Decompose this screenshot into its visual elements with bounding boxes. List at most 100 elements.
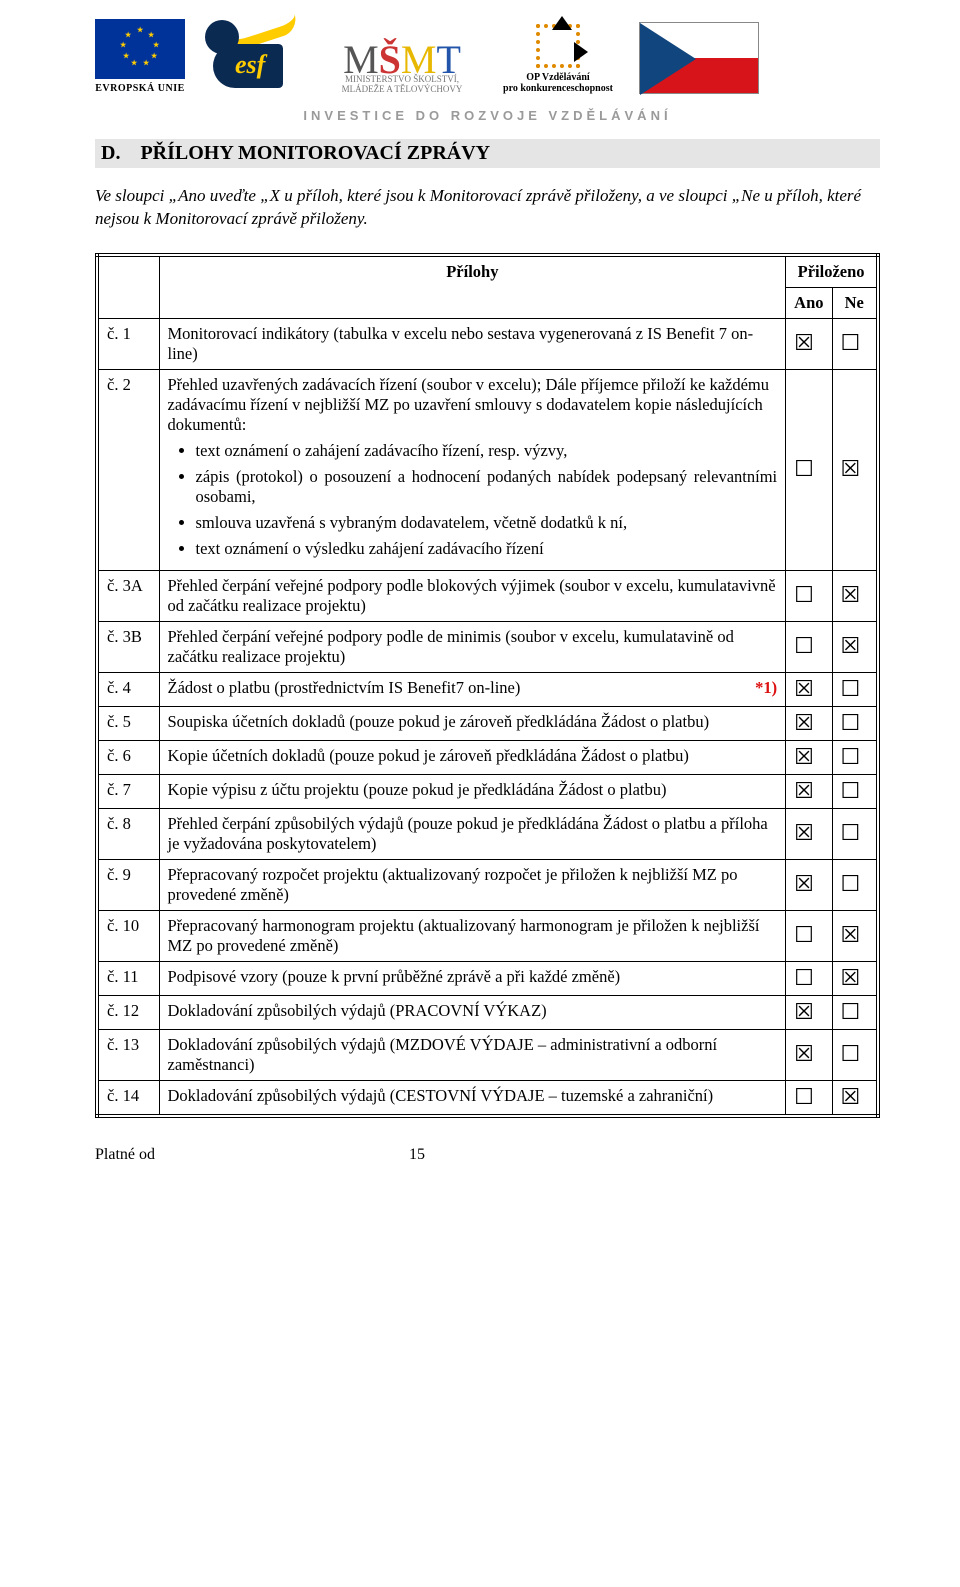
row-description: Žádost o platbu (prostřednictvím IS Bene… xyxy=(159,672,786,706)
checkbox-ano[interactable]: ☒ xyxy=(786,774,832,808)
row-number: č. 10 xyxy=(97,910,159,961)
row-description: Přehled čerpání veřejné podpory podle bl… xyxy=(159,570,786,621)
table-row: č. 9Přepracovaný rozpočet projektu (aktu… xyxy=(97,859,878,910)
row-bullet: text oznámení o zahájení zadávacího říze… xyxy=(196,441,778,461)
footer-left: Platné od xyxy=(95,1146,155,1163)
row-desc-pre: Přehled uzavřených zadávacích řízení (so… xyxy=(168,375,778,435)
table-row: č. 1Monitorovací indikátory (tabulka v e… xyxy=(97,318,878,369)
logo-msmt: MŠMT MINISTERSTVO ŠKOLSTVÍ, MLÁDEŽE A TĚ… xyxy=(327,46,477,94)
row-description: Přepracovaný rozpočet projektu (aktualiz… xyxy=(159,859,786,910)
checkbox-unchecked-icon: ☐ xyxy=(794,635,814,657)
checkbox-ano[interactable]: ☒ xyxy=(786,808,832,859)
row-number: č. 6 xyxy=(97,740,159,774)
section-heading: D. PŘÍLOHY MONITOROVACÍ ZPRÁVY xyxy=(95,139,880,168)
checkbox-ano[interactable]: ☒ xyxy=(786,1029,832,1080)
table-row: č. 2Přehled uzavřených zadávacích řízení… xyxy=(97,369,878,570)
row-description: Kopie účetních dokladů (pouze pokud je z… xyxy=(159,740,786,774)
checkbox-ne[interactable]: ☒ xyxy=(832,1080,878,1116)
checkbox-unchecked-icon: ☐ xyxy=(841,1043,861,1065)
checkbox-ne[interactable]: ☒ xyxy=(832,961,878,995)
checkbox-ano[interactable]: ☐ xyxy=(786,621,832,672)
checkbox-ano[interactable]: ☐ xyxy=(786,369,832,570)
row-number: č. 3A xyxy=(97,570,159,621)
checkbox-ne[interactable]: ☐ xyxy=(832,808,878,859)
table-row: č. 12Dokladování způsobilých výdajů (PRA… xyxy=(97,995,878,1029)
checkbox-ne[interactable]: ☒ xyxy=(832,910,878,961)
checkbox-ano[interactable]: ☐ xyxy=(786,910,832,961)
checkbox-ano[interactable]: ☒ xyxy=(786,706,832,740)
checkbox-ano[interactable]: ☒ xyxy=(786,995,832,1029)
checkbox-ne[interactable]: ☐ xyxy=(832,672,878,706)
checkbox-ano[interactable]: ☐ xyxy=(786,570,832,621)
checkbox-unchecked-icon: ☐ xyxy=(794,458,814,480)
intro-text: Ve sloupci „Ano uveďte „X u příloh, kter… xyxy=(95,185,880,231)
row-description: Přehled čerpání veřejné podpory podle de… xyxy=(159,621,786,672)
logo-op: OP Vzdělávání pro konkurenceschopnost xyxy=(493,24,623,94)
checkbox-ne[interactable]: ☐ xyxy=(832,859,878,910)
attachments-table: Přílohy Přiloženo Ano Ne č. 1Monitorovac… xyxy=(95,253,880,1118)
row-bullet: text oznámení o výsledku zahájení zadáva… xyxy=(196,539,778,559)
eu-flag-icon: ★ ★ ★ ★ ★ ★ ★ ★ ★ xyxy=(95,19,185,79)
checkbox-ne[interactable]: ☒ xyxy=(832,570,878,621)
col-header-ne: Ne xyxy=(832,287,878,318)
row-description: Podpisové vzory (pouze k první průběžné … xyxy=(159,961,786,995)
table-row: č. 14Dokladování způsobilých výdajů (CES… xyxy=(97,1080,878,1116)
checkbox-ano[interactable]: ☐ xyxy=(786,1080,832,1116)
op-icon xyxy=(536,24,580,68)
checkbox-ano[interactable]: ☒ xyxy=(786,672,832,706)
table-row: č. 3APřehled čerpání veřejné podpory pod… xyxy=(97,570,878,621)
checkbox-unchecked-icon: ☐ xyxy=(794,584,814,606)
table-row: č. 5Soupiska účetních dokladů (pouze pok… xyxy=(97,706,878,740)
row-number: č. 3B xyxy=(97,621,159,672)
logo-esf: esf xyxy=(201,18,311,94)
checkbox-unchecked-icon: ☐ xyxy=(841,712,861,734)
row-number: č. 12 xyxy=(97,995,159,1029)
checkbox-checked-icon: ☒ xyxy=(841,584,861,606)
checkbox-checked-icon: ☒ xyxy=(841,1086,861,1108)
row-desc-suffix-red: *1) xyxy=(755,678,777,698)
checkbox-ne[interactable]: ☐ xyxy=(832,995,878,1029)
footer-page-number: 15 xyxy=(409,1146,425,1164)
checkbox-ano[interactable]: ☒ xyxy=(786,740,832,774)
checkbox-checked-icon: ☒ xyxy=(794,1043,814,1065)
row-number: č. 7 xyxy=(97,774,159,808)
checkbox-ne[interactable]: ☐ xyxy=(832,706,878,740)
section-letter: D. xyxy=(101,142,120,164)
checkbox-ano[interactable]: ☒ xyxy=(786,859,832,910)
checkbox-ne[interactable]: ☐ xyxy=(832,774,878,808)
logo-czech-flag xyxy=(639,22,759,94)
table-row: č. 10Přepracovaný harmonogram projektu (… xyxy=(97,910,878,961)
table-row: č. 3BPřehled čerpání veřejné podpory pod… xyxy=(97,621,878,672)
checkbox-unchecked-icon: ☐ xyxy=(794,924,814,946)
checkbox-unchecked-icon: ☐ xyxy=(841,873,861,895)
checkbox-ne[interactable]: ☒ xyxy=(832,369,878,570)
checkbox-ano[interactable]: ☒ xyxy=(786,318,832,369)
checkbox-ne[interactable]: ☐ xyxy=(832,740,878,774)
checkbox-checked-icon: ☒ xyxy=(794,746,814,768)
checkbox-checked-icon: ☒ xyxy=(794,822,814,844)
row-number: č. 9 xyxy=(97,859,159,910)
row-number: č. 4 xyxy=(97,672,159,706)
checkbox-ne[interactable]: ☐ xyxy=(832,1029,878,1080)
msmt-line1: MINISTERSTVO ŠKOLSTVÍ, xyxy=(327,74,477,84)
checkbox-ano[interactable]: ☐ xyxy=(786,961,832,995)
msmt-line2: MLÁDEŽE A TĚLOVÝCHOVY xyxy=(327,84,477,94)
col-header-prilozeno: Přiloženo xyxy=(786,255,878,288)
row-description: Přehled čerpání způsobilých výdajů (pouz… xyxy=(159,808,786,859)
col-header-ano: Ano xyxy=(786,287,832,318)
esf-text: esf xyxy=(235,50,265,80)
row-number: č. 1 xyxy=(97,318,159,369)
row-number: č. 14 xyxy=(97,1080,159,1116)
row-number: č. 5 xyxy=(97,706,159,740)
msmt-icon: MŠMT xyxy=(327,46,477,74)
checkbox-ne[interactable]: ☐ xyxy=(832,318,878,369)
checkbox-checked-icon: ☒ xyxy=(794,712,814,734)
row-desc-text: Žádost o platbu (prostřednictvím IS Bene… xyxy=(168,678,521,698)
checkbox-unchecked-icon: ☐ xyxy=(841,678,861,700)
checkbox-ne[interactable]: ☒ xyxy=(832,621,878,672)
page-footer: Platné od 15 xyxy=(95,1146,880,1164)
checkbox-checked-icon: ☒ xyxy=(794,332,814,354)
checkbox-unchecked-icon: ☐ xyxy=(841,332,861,354)
row-description: Přehled uzavřených zadávacích řízení (so… xyxy=(159,369,786,570)
checkbox-unchecked-icon: ☐ xyxy=(841,746,861,768)
